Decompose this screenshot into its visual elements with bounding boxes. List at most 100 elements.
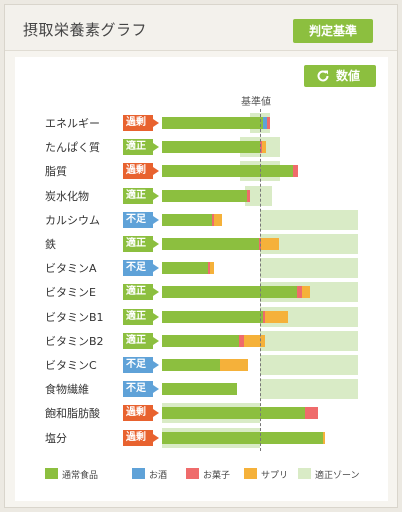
bar-segment-supplement[interactable] bbox=[322, 431, 325, 444]
bar-segment-normal[interactable] bbox=[162, 286, 298, 299]
optimal-zone bbox=[260, 355, 358, 375]
nutrient-name: ビタミンA bbox=[45, 262, 97, 276]
bar-segment-sweets[interactable] bbox=[208, 262, 210, 275]
judgment-criteria-button[interactable]: 判定基準 bbox=[293, 19, 373, 43]
page-title: 摂取栄養素グラフ bbox=[23, 21, 148, 39]
nutrient-row: ビタミンB1 適正 bbox=[15, 306, 388, 327]
optimal-zone bbox=[245, 185, 272, 206]
legend-label: サプリ bbox=[261, 471, 289, 481]
bar-segment-normal[interactable] bbox=[162, 238, 260, 250]
bar-segment-sweets[interactable] bbox=[305, 407, 318, 420]
bar-segment-normal[interactable] bbox=[162, 141, 260, 154]
bar-segment-normal[interactable] bbox=[162, 213, 212, 226]
status-badge: 過剰 bbox=[123, 405, 159, 422]
bar-segment-sweets[interactable] bbox=[262, 310, 265, 323]
nutrient-name: ビタミンB1 bbox=[45, 310, 104, 324]
optimal-zone bbox=[260, 330, 358, 351]
nutrient-row: カルシウム 不足 bbox=[15, 209, 388, 230]
status-badge: 不足 bbox=[123, 381, 159, 398]
nutrient-row: たんぱく質 適正 bbox=[15, 137, 388, 158]
bar-segment-normal[interactable] bbox=[162, 165, 294, 178]
nutrient-panel: 摂取栄養素グラフ 判定基準 数値 基準値 エネルギー 過剰 たんぱく質 適正 脂質 過剰炭… bbox=[4, 4, 398, 508]
legend-swatch-normal bbox=[45, 468, 58, 479]
bar-segment-sweets[interactable] bbox=[259, 238, 261, 250]
bar-segment-normal[interactable] bbox=[162, 117, 263, 129]
status-badge: 適正 bbox=[123, 332, 159, 349]
bar-segment-sweets[interactable] bbox=[293, 165, 299, 178]
bar-segment-sweets[interactable] bbox=[266, 117, 270, 129]
status-badge: 不足 bbox=[123, 357, 159, 373]
bar-segment-normal[interactable] bbox=[162, 383, 238, 396]
bar-segment-sweets[interactable] bbox=[297, 286, 303, 299]
nutrient-name: たんぱく質 bbox=[45, 141, 100, 155]
optimal-zone bbox=[260, 209, 358, 230]
bar-segment-supplement[interactable] bbox=[213, 213, 222, 226]
bar-segment-supplement[interactable] bbox=[244, 334, 265, 347]
bar-segment-normal[interactable] bbox=[162, 189, 248, 202]
bar-segment-sweets[interactable] bbox=[239, 334, 245, 347]
legend-swatch-sweets bbox=[186, 468, 199, 479]
nutrient-name: エネルギー bbox=[45, 117, 100, 130]
legend-swatch-supplement bbox=[244, 468, 257, 479]
status-badge: 適正 bbox=[123, 284, 159, 301]
show-values-button[interactable]: 数値 bbox=[304, 65, 376, 87]
nutrient-name: ビタミンB2 bbox=[45, 334, 104, 348]
bar-segment-supplement[interactable] bbox=[302, 286, 310, 299]
bar-segment-normal[interactable] bbox=[162, 310, 263, 323]
legend-label: お酒 bbox=[149, 471, 168, 481]
show-values-label: 数値 bbox=[336, 69, 361, 83]
status-badge: 適正 bbox=[123, 236, 159, 252]
optimal-zone bbox=[260, 258, 358, 279]
nutrient-name: 塩分 bbox=[45, 431, 67, 445]
bar-segment-normal[interactable] bbox=[162, 359, 220, 371]
nutrient-name: 食物繊維 bbox=[45, 383, 89, 397]
nutrient-row: ビタミンE 適正 bbox=[15, 282, 388, 303]
bar-segment-normal[interactable] bbox=[162, 334, 240, 347]
nutrient-row: 食物繊維 不足 bbox=[15, 379, 388, 400]
nutrient-row: 塩分 過剰 bbox=[15, 427, 388, 448]
status-badge: 適正 bbox=[123, 308, 159, 325]
nutrient-name: 炭水化物 bbox=[45, 189, 89, 203]
reference-line bbox=[260, 109, 261, 451]
nutrient-name: ビタミンC bbox=[45, 359, 97, 372]
nutrient-name: 鉄 bbox=[45, 238, 56, 251]
status-badge: 適正 bbox=[123, 139, 159, 156]
refresh-icon bbox=[317, 70, 329, 82]
nutrient-row: 炭水化物 適正 bbox=[15, 185, 388, 206]
nutrient-chart-card: 数値 基準値 エネルギー 過剰 たんぱく質 適正 脂質 過剰 炭水化物 適正 カルシウム 不足鉄適… bbox=[15, 57, 388, 501]
legend-label: 適正ゾーン bbox=[315, 471, 360, 481]
nutrient-row: 鉄 適正 bbox=[15, 234, 388, 254]
bar-segment-supplement[interactable] bbox=[261, 141, 266, 154]
bar-segment-supplement[interactable] bbox=[260, 238, 279, 250]
bar-segment-sweets[interactable] bbox=[247, 189, 251, 202]
panel-header: 摂取栄養素グラフ 判定基準 bbox=[5, 5, 397, 51]
legend-swatch-alcohol bbox=[132, 468, 145, 479]
bar-segment-supplement[interactable] bbox=[219, 359, 249, 371]
legend-label: お菓子 bbox=[203, 471, 231, 481]
nutrient-row: 飽和脂肪酸 過剰 bbox=[15, 403, 388, 424]
status-badge: 過剰 bbox=[123, 115, 159, 131]
legend-label: 通常食品 bbox=[62, 471, 99, 481]
bar-segment-normal[interactable] bbox=[162, 431, 323, 444]
nutrient-name: ビタミンE bbox=[45, 286, 96, 300]
nutrient-name: 脂質 bbox=[45, 165, 67, 179]
status-badge: 不足 bbox=[123, 211, 159, 228]
status-badge: 適正 bbox=[123, 187, 159, 204]
bar-segment-sweets[interactable] bbox=[211, 213, 214, 226]
status-badge: 不足 bbox=[123, 260, 159, 277]
nutrient-row: ビタミンB2 適正 bbox=[15, 330, 388, 351]
bar-segment-normal[interactable] bbox=[162, 407, 306, 420]
nutrient-row: 脂質 過剰 bbox=[15, 161, 388, 182]
legend-swatch-zone bbox=[298, 468, 311, 479]
chart-legend: 通常食品 お酒 お菓子 サプリ 適正ゾーン bbox=[15, 464, 388, 484]
bar-segment-supplement[interactable] bbox=[210, 262, 214, 275]
bar-segment-alcohol[interactable] bbox=[262, 117, 267, 129]
nutrient-row: ビタミンC 不足 bbox=[15, 355, 388, 375]
nutrient-row: ビタミンA 不足 bbox=[15, 258, 388, 279]
optimal-zone bbox=[260, 379, 358, 400]
bar-segment-normal[interactable] bbox=[162, 262, 209, 275]
bar-segment-supplement[interactable] bbox=[264, 310, 289, 323]
optimal-zone bbox=[260, 234, 358, 254]
status-badge: 過剰 bbox=[123, 429, 159, 446]
nutrient-name: カルシウム bbox=[45, 213, 100, 227]
